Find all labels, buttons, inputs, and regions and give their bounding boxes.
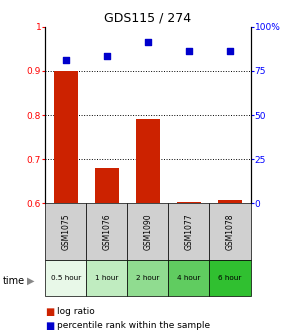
Text: 4 hour: 4 hour — [177, 275, 201, 281]
Point — [146, 40, 150, 45]
Text: ▶: ▶ — [27, 276, 35, 286]
Bar — [168, 203, 209, 260]
Bar — [45, 203, 86, 260]
Point — [228, 48, 232, 54]
Bar — [86, 203, 127, 260]
Bar — [95, 168, 119, 203]
Text: ■: ■ — [45, 307, 55, 317]
Bar — [54, 71, 78, 203]
Bar — [209, 260, 251, 296]
Bar — [136, 120, 160, 203]
Text: log ratio: log ratio — [57, 307, 95, 316]
Point — [105, 53, 109, 58]
Bar — [218, 200, 242, 203]
Point — [187, 48, 191, 54]
Text: 0.5 hour: 0.5 hour — [51, 275, 81, 281]
Bar — [127, 260, 168, 296]
Bar — [209, 203, 251, 260]
Text: GSM1090: GSM1090 — [144, 213, 152, 250]
Bar — [45, 260, 86, 296]
Text: ■: ■ — [45, 321, 55, 331]
Title: GDS115 / 274: GDS115 / 274 — [104, 11, 192, 24]
Bar — [127, 203, 168, 260]
Text: GSM1076: GSM1076 — [103, 213, 111, 250]
Bar — [177, 202, 201, 203]
Text: percentile rank within the sample: percentile rank within the sample — [57, 322, 210, 330]
Text: 1 hour: 1 hour — [95, 275, 119, 281]
Text: GSM1075: GSM1075 — [62, 213, 70, 250]
Bar — [86, 260, 127, 296]
Text: 2 hour: 2 hour — [136, 275, 160, 281]
Text: GSM1077: GSM1077 — [185, 213, 193, 250]
Text: time: time — [3, 276, 25, 286]
Point — [64, 57, 68, 62]
Text: GSM1078: GSM1078 — [226, 214, 234, 250]
Bar — [168, 260, 209, 296]
Text: 6 hour: 6 hour — [218, 275, 242, 281]
